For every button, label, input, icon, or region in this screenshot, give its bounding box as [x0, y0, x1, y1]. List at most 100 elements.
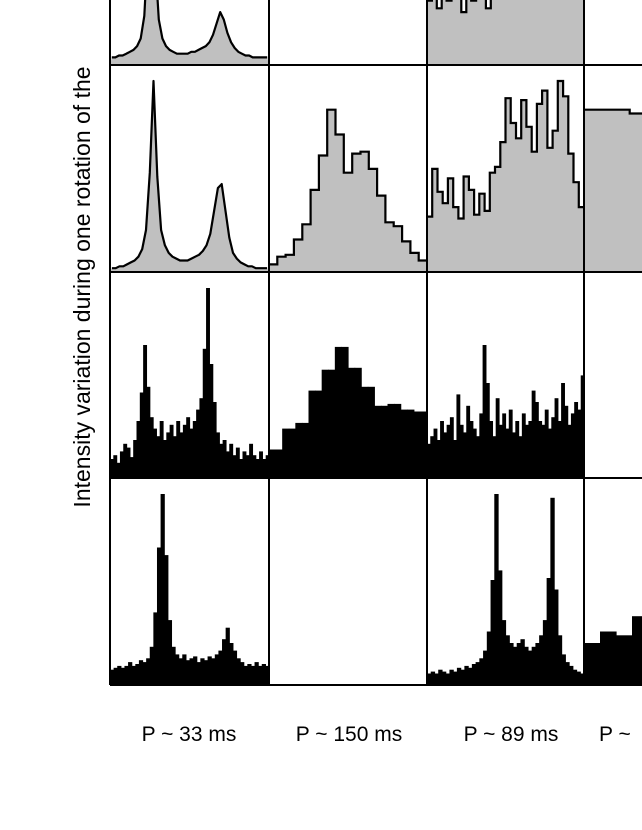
- panel-r2-c4-profile-step-line: [584, 108, 642, 115]
- panel-r3-c3-bar: [489, 421, 494, 478]
- panel-r3-c2-bar: [288, 428, 296, 478]
- panel-r3-c1-bar: [249, 443, 254, 478]
- panel-r4-c3-bar: [516, 643, 522, 685]
- panel-r4-c3-bar: [471, 664, 477, 685]
- panel-r3-c1-bar: [265, 455, 270, 478]
- panel-r3-c3-bar: [505, 428, 510, 478]
- panel-r4-c3-bar: [531, 646, 537, 685]
- panel-r3-c2-bar: [348, 367, 356, 478]
- panel-r4-c1-bar: [225, 627, 230, 685]
- panel-r3-c1-bar: [169, 424, 174, 478]
- panel-r3-c1-bar: [219, 443, 224, 478]
- panel-r3-c1-bar: [182, 424, 187, 478]
- panel-r4-c1-bar: [182, 654, 187, 685]
- panel-r3-c1-bar: [262, 459, 267, 478]
- panel-r4-c1-bar: [232, 650, 238, 685]
- panel-r3-c1-bar: [189, 428, 194, 478]
- panel-r4-c3-bar: [445, 673, 451, 685]
- panel-r4-c1-bar: [214, 654, 220, 685]
- panel-r3-c3-bar: [462, 432, 467, 478]
- panel-r1-c3-area: [427, 0, 584, 65]
- panel-r4-c3-bar: [527, 650, 533, 685]
- panel-r3-c1-bar: [239, 459, 244, 478]
- panel-r3-c3-bar: [534, 402, 539, 478]
- panel-r3-c3-bar: [492, 436, 497, 478]
- panel-r3-c3-bar: [469, 421, 474, 478]
- panel-r3-c1-bar: [176, 421, 181, 478]
- panel-r3-c3-bar: [453, 440, 458, 478]
- panel-r3-c3-bar: [449, 417, 454, 478]
- panel-r2-c1: [110, 79, 269, 272]
- panel-r4-c3-bar: [490, 580, 495, 685]
- panel-r3-c1-bar: [255, 459, 260, 478]
- panel-r3-c1-bar: [232, 455, 237, 478]
- panel-r3-c3-bar: [551, 417, 556, 478]
- panel-r4-c1-bar: [265, 665, 270, 685]
- panel-r3-c2-bar: [334, 346, 343, 478]
- panel-r4-c3-bar: [509, 643, 514, 685]
- panel-r3-c3-bar: [577, 409, 582, 478]
- column-period-label-4: P ~: [599, 723, 631, 746]
- panel-r4-c3-bar: [572, 669, 578, 685]
- panel-r4-c1-bar: [178, 658, 183, 685]
- panel-r4-c3-bar: [576, 671, 581, 685]
- panel-r4-c1-bar: [222, 639, 227, 685]
- column-period-label-2: P ~ 150 ms: [296, 723, 402, 746]
- panel-r3-c3-bar: [512, 432, 516, 478]
- panel-r3-c3-bar: [528, 421, 533, 478]
- panel-r3-c3-bar: [495, 398, 500, 478]
- panel-r3-c3-bar: [518, 436, 523, 478]
- panel-r3-c2-bar: [301, 422, 310, 478]
- y-axis-label: Intensity variation during one rotation …: [69, 66, 95, 507]
- panel-r3-c1-bar: [123, 443, 128, 478]
- panel-r4-c1-bar: [164, 555, 169, 685]
- panel-r3-c1-bar: [222, 440, 227, 478]
- panel-r3-c2-bar: [328, 369, 336, 478]
- panel-r3-c2-bar: [413, 411, 422, 478]
- panel-r3-c1-bar: [139, 392, 144, 478]
- panel-r3-c3-bar: [538, 421, 543, 478]
- panel-r4-c3-bar: [479, 658, 484, 685]
- panel-r3-c3-bar: [525, 424, 529, 478]
- panel-r3-c3-bar: [561, 383, 565, 478]
- panel-r3-c3-bar: [436, 440, 441, 478]
- panel-r4-c3: [427, 494, 585, 685]
- panel-r3-c3-bar: [502, 413, 507, 478]
- panel-r3-c1-bar: [229, 443, 234, 478]
- panel-r4-c3-bar: [438, 669, 443, 685]
- panel-r3-c3-bar: [459, 424, 464, 478]
- panel-r4-c3-bar: [456, 667, 462, 685]
- panel-r3-c3-bar: [515, 421, 520, 478]
- panel-r2-c4: [584, 108, 642, 272]
- panel-r4-c1-bar: [117, 665, 122, 685]
- panel-r3-c2: [269, 346, 428, 478]
- panel-r4-c1: [110, 494, 270, 685]
- panel-r3-c3-bar: [580, 375, 585, 478]
- panel-r4-c3-bar: [550, 497, 555, 685]
- panel-r4-c3-bar: [441, 671, 447, 685]
- panel-r4-c1-bar: [250, 665, 256, 685]
- panel-r1-c1-profile-line: [111, 0, 268, 59]
- panel-r3-c2-bar: [407, 409, 415, 478]
- panel-r3-c3-bar: [570, 413, 575, 478]
- panel-r3-c1-bar: [146, 386, 151, 478]
- panel-r3-c1-bar: [156, 436, 161, 478]
- panel-r3-c2-bar: [394, 403, 402, 478]
- panel-r4-c3-bar: [554, 589, 559, 685]
- panel-r3-c3-bar: [564, 405, 569, 478]
- panel-r4-c1-bar: [149, 646, 154, 685]
- panel-r3-c1-bar: [196, 409, 201, 478]
- panel-r4-c1-bar: [193, 656, 198, 685]
- panel-r4-c3-bar: [539, 635, 544, 685]
- panel-r4-c3-bar: [460, 669, 465, 685]
- panel-r3-c2-bar: [367, 386, 375, 478]
- panel-r3-c3-bar: [544, 409, 549, 478]
- panel-r4-c3-bar: [520, 639, 525, 685]
- panel-r3-c1-bar: [179, 432, 184, 478]
- panel-r4-c3-bar: [434, 673, 439, 685]
- panel-r3-c3-bar: [541, 424, 546, 478]
- panel-r4-c1-bar: [258, 665, 263, 685]
- panel-r3-c1-bar: [149, 417, 154, 478]
- panel-r3-c2-bar: [321, 369, 329, 478]
- panel-r4-c1-bar: [236, 658, 241, 685]
